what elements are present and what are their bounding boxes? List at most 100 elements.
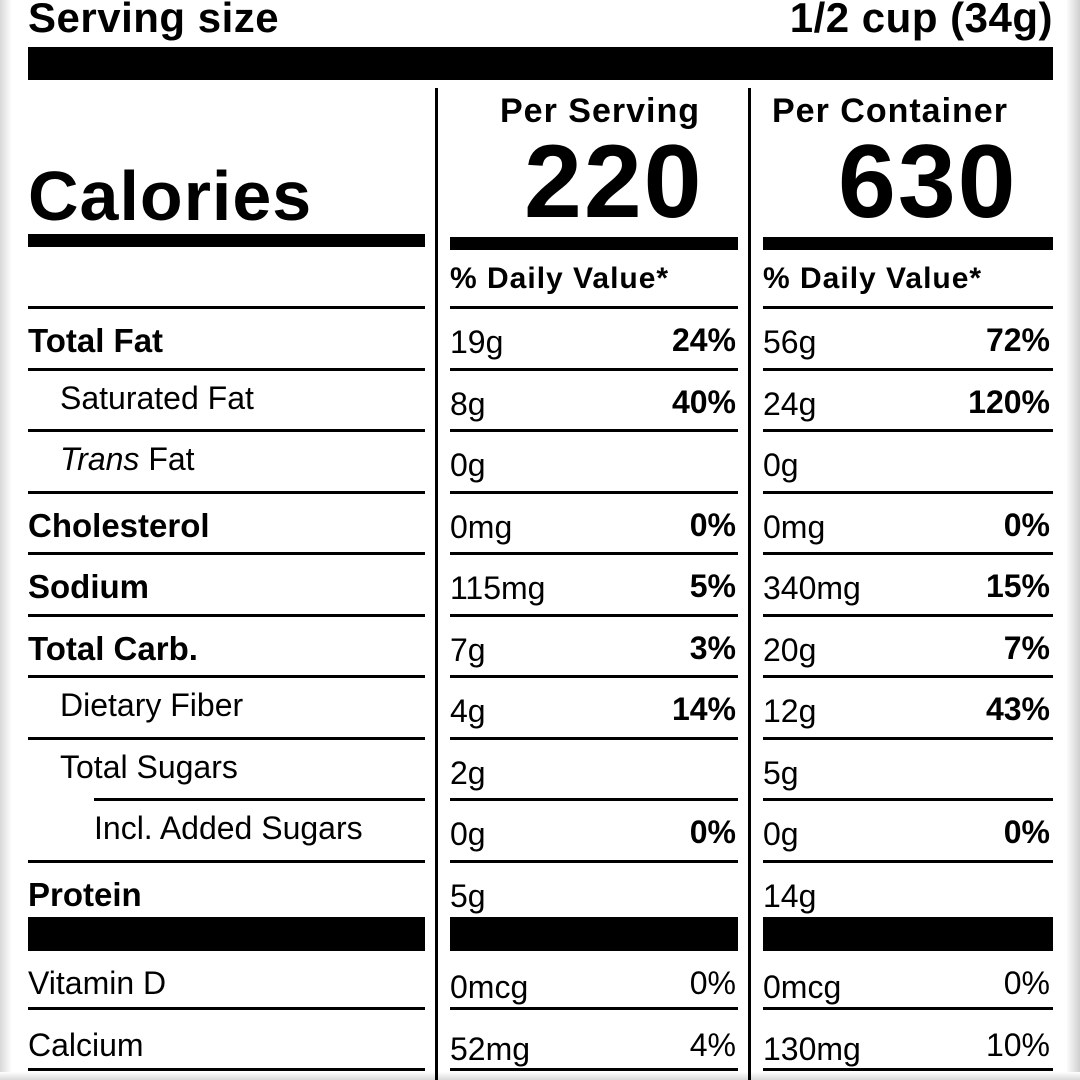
divider-label	[28, 552, 425, 555]
divider-serving	[450, 675, 738, 678]
vitamin-label: Calcium	[28, 1026, 144, 1063]
divider-label	[28, 429, 425, 432]
calories-label: Calories	[28, 157, 313, 235]
divider-container	[763, 859, 1053, 863]
divider-label	[28, 1006, 425, 1010]
container-amount: 24g	[763, 385, 817, 422]
serving-amount: 5g	[450, 877, 486, 914]
serving-percent: 0%	[689, 506, 736, 543]
divider-serving	[450, 306, 738, 309]
per-serving-calories: 220	[524, 124, 704, 240]
nutrient-label: Sodium	[28, 568, 149, 605]
container-percent: 0%	[1003, 814, 1050, 850]
serving-percent: 5%	[689, 568, 736, 604]
container-amount: 5g	[763, 754, 799, 791]
container-amount: 0g	[763, 447, 799, 483]
vitamin-container-percent: 0%	[1003, 965, 1050, 1001]
nutrient-label-italic: Trans	[60, 441, 140, 477]
serving-size-value: 1/2 cup (34g)	[789, 0, 1053, 41]
container-amount: 0g	[763, 816, 799, 852]
serving-amount: 0mg	[450, 508, 513, 545]
container-percent: 120%	[968, 383, 1050, 420]
divider-label	[28, 306, 425, 309]
divider-serving	[450, 552, 738, 555]
serving-percent: 0%	[689, 814, 736, 850]
divider-label	[28, 675, 425, 678]
divider-container	[763, 490, 1053, 494]
per-container-calories: 630	[838, 124, 1018, 240]
vitamin-container-amount: 130mg	[763, 1030, 861, 1067]
divider-serving	[450, 1006, 738, 1010]
divider-label	[28, 613, 425, 617]
vitamin-label: Vitamin D	[28, 965, 167, 1001]
serving-amount: 19g	[450, 324, 504, 360]
calories-bar-label	[28, 234, 425, 247]
divider-serving	[450, 798, 738, 801]
divider-container	[763, 306, 1053, 309]
divider-container	[763, 367, 1053, 371]
container-amount: 340mg	[763, 570, 861, 606]
divider-serving	[450, 859, 738, 863]
vitamin-serving-amount: 0mcg	[450, 969, 529, 1005]
container-amount: 12g	[763, 693, 817, 729]
container-amount: 0mg	[763, 508, 826, 545]
nutrient-label-rest: Fat	[139, 441, 195, 477]
bottom-edge-shadow	[0, 1072, 1080, 1080]
divider-container	[763, 1068, 1053, 1071]
divider-serving	[450, 613, 738, 617]
vitamin-bar-serving	[450, 917, 738, 951]
nutrient-label: Cholesterol	[28, 506, 210, 544]
vitamin-bar-container	[763, 917, 1053, 951]
calories-bar-serving	[450, 237, 738, 250]
nutrient-label: Saturated Fat	[60, 379, 254, 416]
daily-value-header-container: % Daily Value*	[763, 262, 983, 295]
divider-label	[28, 859, 425, 863]
nutrient-label: Total Fat	[28, 322, 164, 359]
container-amount: 14g	[763, 877, 817, 914]
nutrient-label: Incl. Added Sugars	[94, 810, 363, 846]
divider-container	[763, 552, 1053, 555]
divider-container	[763, 798, 1053, 801]
divider-label	[94, 798, 425, 801]
right-edge-shadow	[1066, 0, 1080, 1080]
serving-percent: 14%	[671, 691, 736, 727]
calories-bar-container	[763, 237, 1053, 250]
divider-label	[28, 1068, 425, 1071]
nutrient-label: Protein	[28, 875, 142, 913]
nutrient-label: Total Carb.	[28, 629, 198, 667]
divider-serving	[450, 736, 738, 740]
left-edge-shadow	[0, 0, 12, 1080]
divider-label	[28, 367, 425, 371]
divider-container	[763, 736, 1053, 740]
serving-percent: 40%	[671, 383, 736, 420]
container-percent: 72%	[985, 322, 1050, 358]
divider-serving	[450, 367, 738, 371]
container-percent: 7%	[1003, 629, 1050, 666]
serving-size-label: Serving size	[28, 0, 280, 41]
divider-label	[28, 490, 425, 494]
serving-percent: 3%	[689, 629, 736, 666]
serving-percent: 24%	[671, 322, 736, 358]
nutrient-label: Total Sugars	[60, 748, 238, 785]
per-container-label: Per Container	[772, 92, 1008, 130]
divider-container	[763, 613, 1053, 617]
container-percent: 0%	[1003, 506, 1050, 543]
column-separator-2	[748, 88, 751, 1080]
vitamin-container-amount: 0mcg	[763, 969, 842, 1005]
container-percent: 43%	[985, 691, 1050, 727]
divider-container	[763, 429, 1053, 432]
vitamin-serving-percent: 4%	[689, 1026, 736, 1063]
divider-serving	[450, 490, 738, 494]
vitamin-serving-amount: 52mg	[450, 1030, 531, 1067]
serving-amount: 7g	[450, 631, 486, 668]
divider-serving	[450, 1068, 738, 1071]
top-thick-bar	[28, 47, 1053, 80]
container-amount: 56g	[763, 324, 817, 360]
container-amount: 20g	[763, 631, 817, 668]
vitamin-bar-label	[28, 917, 425, 951]
divider-container	[763, 1006, 1053, 1010]
divider-serving	[450, 429, 738, 432]
vitamin-container-percent: 10%	[985, 1026, 1050, 1063]
divider-container	[763, 675, 1053, 678]
